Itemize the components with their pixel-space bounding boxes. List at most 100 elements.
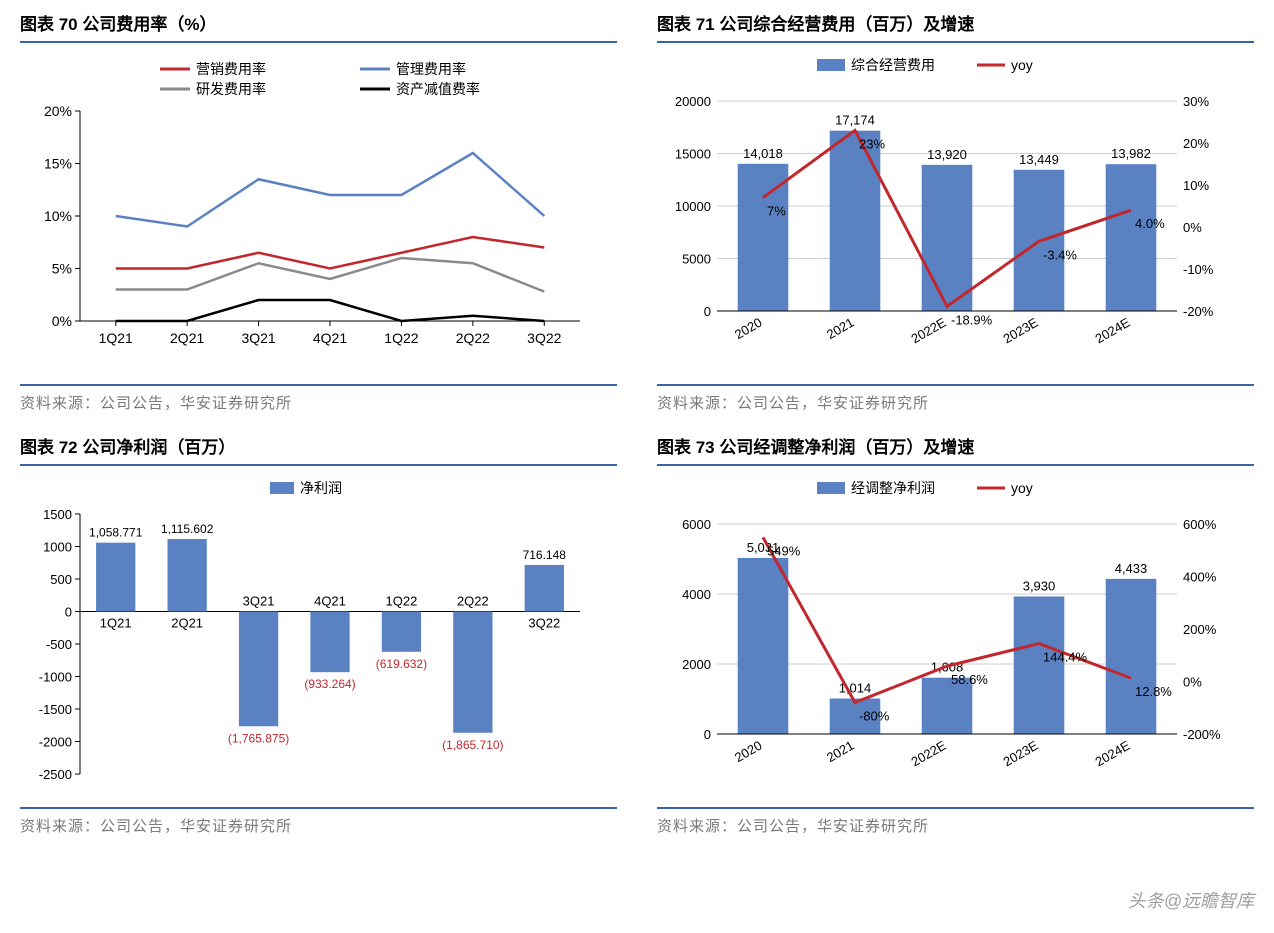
- svg-text:1500: 1500: [43, 507, 72, 522]
- svg-text:3,930: 3,930: [1023, 578, 1056, 593]
- chart-source: 资料来源：公司公告，华安证券研究所: [657, 392, 1254, 413]
- svg-text:10%: 10%: [44, 208, 72, 224]
- panel-70: 图表 70 公司费用率（%） 营销费用率管理费用率研发费用率资产减值费率0%5%…: [0, 0, 637, 423]
- svg-text:3Q22: 3Q22: [527, 330, 561, 346]
- svg-text:600%: 600%: [1183, 517, 1217, 532]
- svg-text:(1,765.875): (1,765.875): [228, 731, 289, 745]
- svg-text:1000: 1000: [43, 540, 72, 555]
- svg-text:0%: 0%: [52, 313, 72, 329]
- svg-text:-500: -500: [46, 637, 72, 652]
- svg-text:200%: 200%: [1183, 622, 1217, 637]
- svg-text:2000: 2000: [682, 657, 711, 672]
- svg-text:2023E: 2023E: [1000, 314, 1040, 346]
- svg-text:3Q21: 3Q21: [243, 594, 275, 609]
- svg-text:-200%: -200%: [1183, 727, 1221, 742]
- svg-text:400%: 400%: [1183, 570, 1217, 585]
- title-underline: [657, 41, 1254, 43]
- svg-text:2022E: 2022E: [908, 314, 948, 346]
- svg-text:4Q21: 4Q21: [313, 330, 347, 346]
- svg-text:-3.4%: -3.4%: [1043, 247, 1077, 262]
- chart-title: 图表 73 公司经调整净利润（百万）及增速: [657, 433, 1254, 458]
- svg-text:5%: 5%: [52, 261, 72, 277]
- svg-text:20000: 20000: [675, 94, 711, 109]
- chart73-combo: 经调整净利润 yoy 0 2000 4000 6000 -200% 0% 200% 400% 600…: [657, 474, 1254, 799]
- svg-text:13,982: 13,982: [1111, 146, 1151, 161]
- svg-text:经调整净利润: 经调整净利润: [851, 480, 935, 496]
- svg-text:1,058.771: 1,058.771: [89, 526, 143, 540]
- svg-text:2Q21: 2Q21: [170, 330, 204, 346]
- svg-text:1Q22: 1Q22: [386, 594, 418, 609]
- svg-text:2Q21: 2Q21: [171, 616, 203, 631]
- source-underline: [20, 807, 617, 809]
- svg-text:(619.632): (619.632): [376, 657, 427, 671]
- svg-text:(933.264): (933.264): [304, 677, 355, 691]
- svg-text:7%: 7%: [767, 204, 786, 219]
- panel-72: 图表 72 公司净利润（百万） 净利润-2500-2000-1500-1000-…: [0, 423, 637, 846]
- svg-text:资产减值费率: 资产减值费率: [396, 81, 480, 97]
- svg-text:综合经营费用: 综合经营费用: [851, 57, 935, 73]
- svg-text:2020: 2020: [732, 315, 765, 342]
- svg-text:1,115.602: 1,115.602: [161, 522, 214, 536]
- svg-text:2021: 2021: [824, 738, 857, 765]
- chart70-line: 营销费用率管理费用率研发费用率资产减值费率0%5%10%15%20%1Q212Q…: [20, 51, 617, 376]
- svg-text:-20%: -20%: [1183, 304, 1214, 319]
- svg-text:4000: 4000: [682, 587, 711, 602]
- title-underline: [657, 464, 1254, 466]
- svg-text:20%: 20%: [44, 103, 72, 119]
- svg-text:10%: 10%: [1183, 178, 1209, 193]
- chart-grid: 图表 70 公司费用率（%） 营销费用率管理费用率研发费用率资产减值费率0%5%…: [0, 0, 1274, 846]
- svg-text:2022E: 2022E: [908, 737, 948, 769]
- title-underline: [20, 464, 617, 466]
- svg-text:yoy: yoy: [1011, 57, 1033, 73]
- svg-text:17,174: 17,174: [835, 113, 875, 128]
- svg-text:6000: 6000: [682, 517, 711, 532]
- svg-text:3Q22: 3Q22: [528, 616, 560, 631]
- svg-text:0: 0: [704, 727, 711, 742]
- svg-text:12.8%: 12.8%: [1135, 684, 1172, 699]
- chart-source: 资料来源：公司公告，华安证券研究所: [20, 392, 617, 413]
- svg-text:5000: 5000: [682, 252, 711, 267]
- source-underline: [20, 384, 617, 386]
- chart-title: 图表 72 公司净利润（百万）: [20, 433, 617, 458]
- svg-text:研发费用率: 研发费用率: [196, 81, 266, 97]
- chart-title: 图表 71 公司综合经营费用（百万）及增速: [657, 10, 1254, 35]
- svg-text:3Q21: 3Q21: [241, 330, 275, 346]
- svg-text:2023E: 2023E: [1000, 737, 1040, 769]
- svg-text:2024E: 2024E: [1092, 737, 1132, 769]
- chart-source: 资料来源：公司公告，华安证券研究所: [657, 815, 1254, 836]
- panel-73: 图表 73 公司经调整净利润（百万）及增速 经调整净利润 yoy 0 2000 4000…: [637, 423, 1274, 846]
- svg-text:2020: 2020: [732, 738, 765, 765]
- svg-text:yoy: yoy: [1011, 480, 1033, 496]
- svg-text:0%: 0%: [1183, 220, 1202, 235]
- svg-text:4.0%: 4.0%: [1135, 216, 1165, 231]
- svg-text:1Q22: 1Q22: [384, 330, 418, 346]
- svg-text:500: 500: [50, 572, 72, 587]
- svg-text:716.148: 716.148: [523, 548, 567, 562]
- panel-71: 图表 71 公司综合经营费用（百万）及增速 综合经营费用yoy050001000…: [637, 0, 1274, 423]
- svg-text:549%: 549%: [767, 543, 801, 558]
- svg-text:15%: 15%: [44, 156, 72, 172]
- title-underline: [20, 41, 617, 43]
- svg-text:144.4%: 144.4%: [1043, 650, 1088, 665]
- svg-text:营销费用率: 营销费用率: [196, 61, 266, 77]
- svg-text:1Q21: 1Q21: [100, 616, 132, 631]
- svg-text:4Q21: 4Q21: [314, 594, 346, 609]
- svg-text:4,433: 4,433: [1115, 561, 1148, 576]
- svg-text:0%: 0%: [1183, 675, 1202, 690]
- svg-text:-2000: -2000: [39, 735, 72, 750]
- svg-text:-10%: -10%: [1183, 262, 1214, 277]
- svg-text:-1500: -1500: [39, 702, 72, 717]
- svg-text:23%: 23%: [859, 136, 885, 151]
- svg-text:15000: 15000: [675, 147, 711, 162]
- svg-text:0: 0: [704, 304, 711, 319]
- svg-text:13,920: 13,920: [927, 147, 967, 162]
- svg-text:-2500: -2500: [39, 767, 72, 782]
- svg-text:2024E: 2024E: [1092, 314, 1132, 346]
- svg-text:2Q22: 2Q22: [457, 594, 489, 609]
- source-underline: [657, 384, 1254, 386]
- svg-text:-1000: -1000: [39, 670, 72, 685]
- source-underline: [657, 807, 1254, 809]
- chart-title: 图表 70 公司费用率（%）: [20, 10, 617, 35]
- svg-text:58.6%: 58.6%: [951, 672, 988, 687]
- chart72-bar: 净利润-2500-2000-1500-1000-5000500100015001…: [20, 474, 617, 799]
